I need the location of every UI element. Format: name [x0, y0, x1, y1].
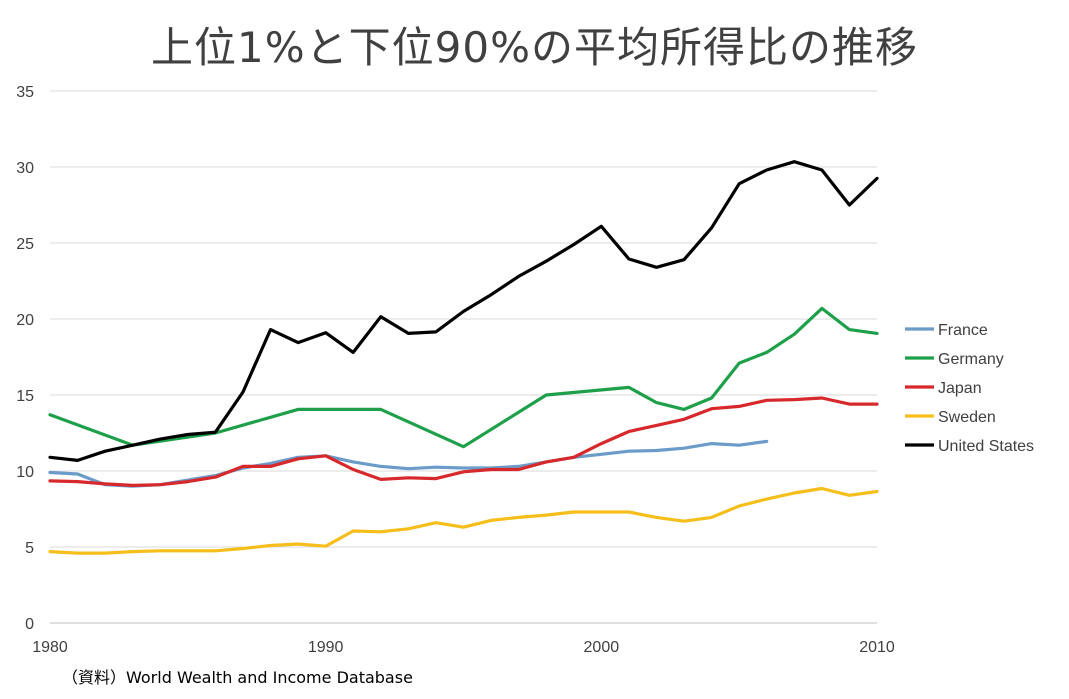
y-axis-ticks: 0 5 10 15 20 25 30 35: [16, 84, 34, 633]
source-note: （資料）World Wealth and Income Database: [62, 668, 413, 687]
x-tick-label: 2000: [584, 639, 620, 656]
y-tick-label: 10: [16, 464, 34, 481]
y-tick-label: 35: [16, 84, 34, 101]
legend-label: Germany: [938, 351, 1004, 368]
x-axis-ticks: 1980 1990 2000 2010: [32, 639, 895, 656]
y-tick-label: 0: [25, 616, 34, 633]
legend-label: France: [938, 322, 988, 339]
series-line-united-states: [48, 160, 879, 462]
chart-title: 上位1%と下位90%の平均所得比の推移: [151, 23, 918, 72]
series-line-sweden: [48, 486, 879, 555]
y-tick-label: 15: [16, 388, 34, 405]
y-tick-label: 30: [16, 160, 34, 177]
y-tick-label: 25: [16, 236, 34, 253]
y-tick-label: 20: [16, 312, 34, 329]
legend-label: United States: [938, 438, 1034, 455]
x-tick-label: 2010: [859, 639, 895, 656]
series-line-japan: [48, 396, 879, 487]
x-tick-label: 1980: [32, 639, 68, 656]
series-lines: [48, 160, 879, 555]
legend-label: Sweden: [938, 409, 996, 426]
legend-label: Japan: [938, 380, 982, 397]
legend: France Germany Japan Sweden United States: [905, 322, 1034, 455]
series-line-france: [48, 439, 769, 488]
x-tick-label: 1990: [308, 639, 344, 656]
series-line-germany: [48, 306, 879, 449]
y-tick-label: 5: [25, 540, 34, 557]
